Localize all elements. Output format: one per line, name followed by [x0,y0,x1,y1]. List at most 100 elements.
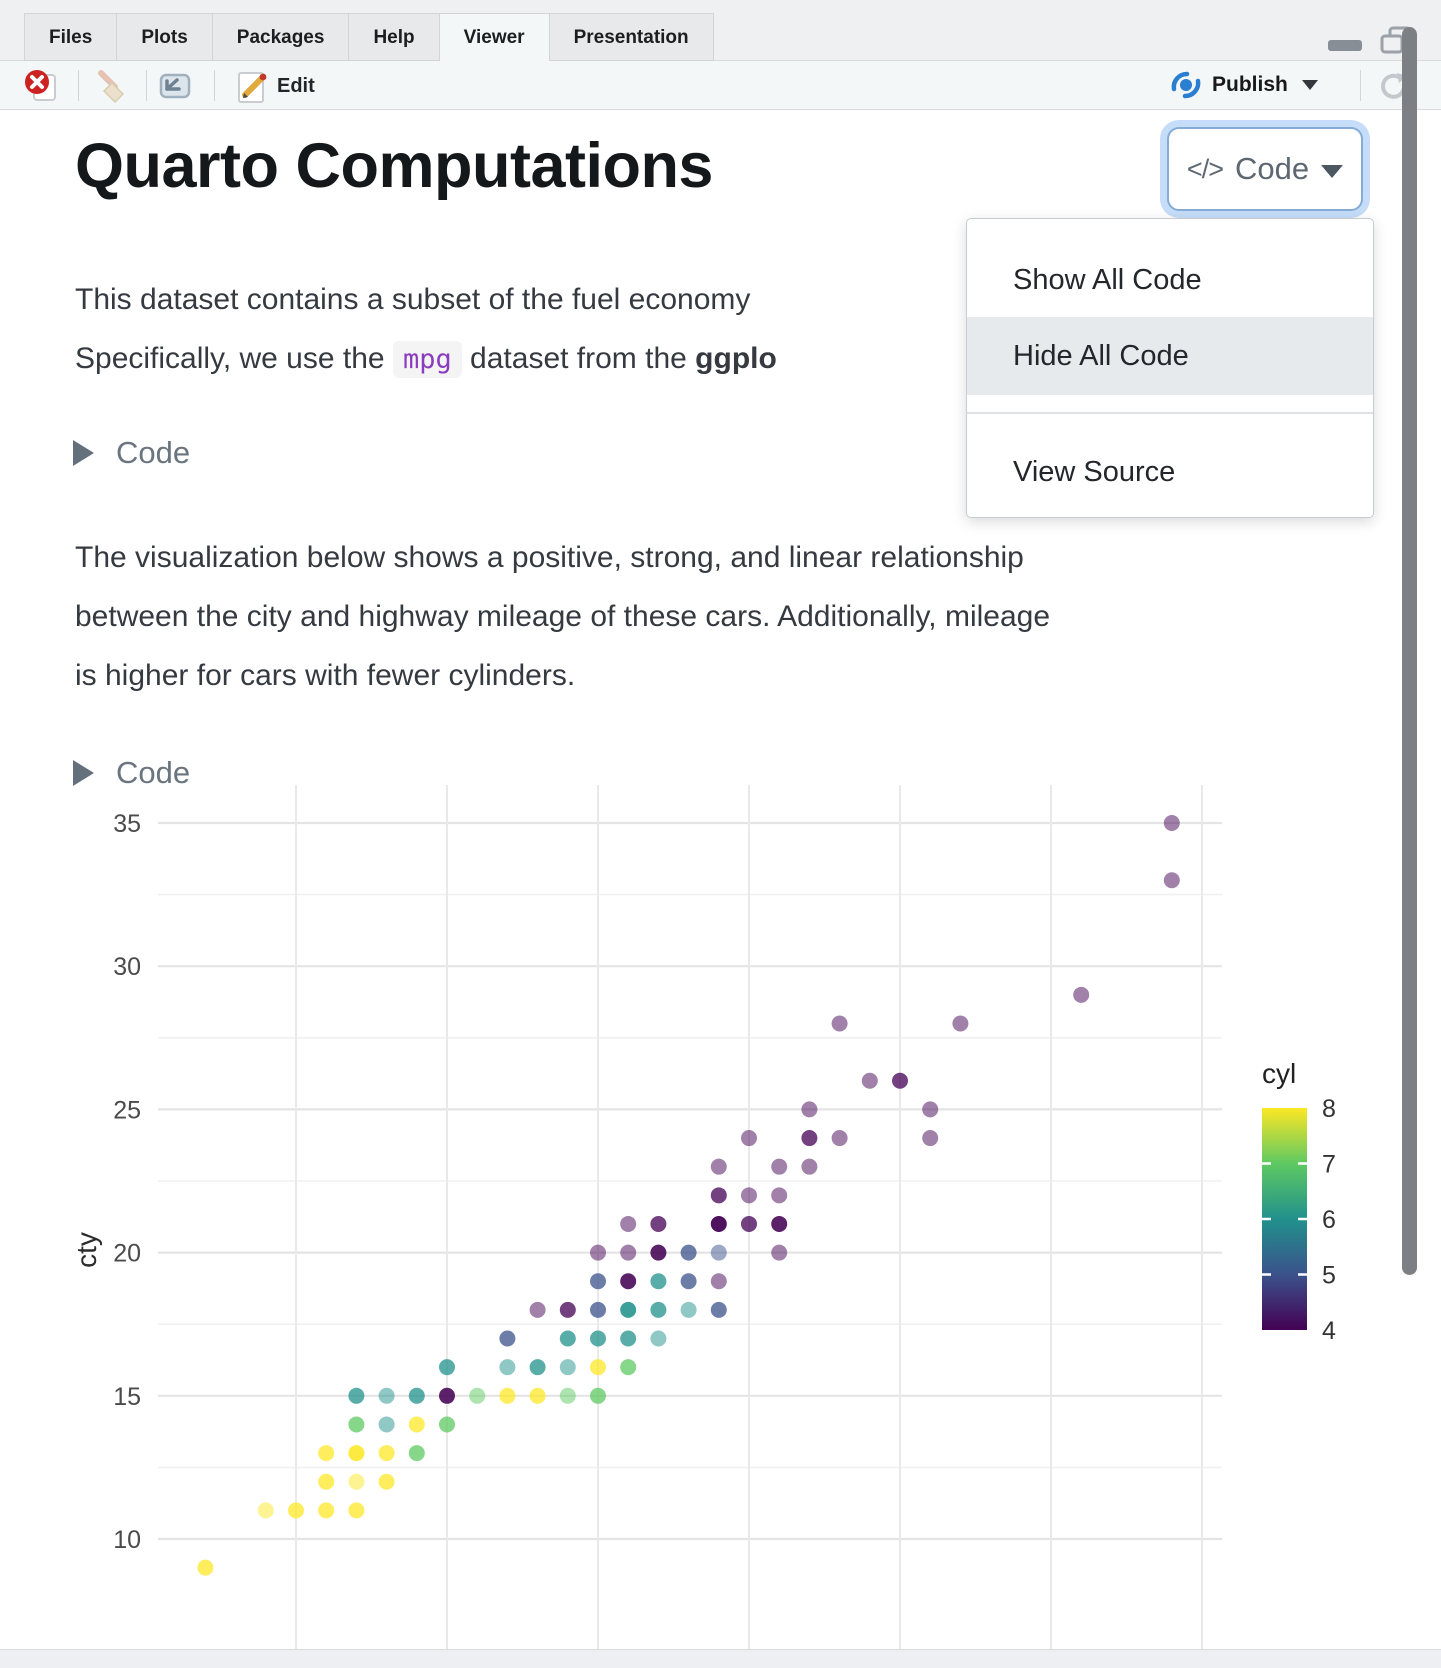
tab-presentation[interactable]: Presentation [548,13,714,61]
edit-button[interactable]: Edit [277,75,315,97]
page-title: Quarto Computations [75,131,713,201]
data-point [469,1387,486,1404]
toolbar-separator [1360,70,1361,101]
data-point [801,1101,818,1118]
data-point [529,1387,546,1404]
tab-packages[interactable]: Packages [211,13,349,61]
data-point [257,1502,274,1519]
toolbar-separator [146,70,147,101]
intro-line2-pre: Specifically, we use the [75,342,393,375]
publish-icon [1171,71,1201,99]
intro-line2-mid: dataset from the [461,342,696,375]
y-tick-label: 15 [113,1383,141,1411]
data-point [620,1273,637,1290]
data-point [650,1301,667,1318]
legend-tick-label: 6 [1322,1206,1336,1234]
code-tools-menu: Show All Code Hide All Code View Source [966,218,1374,518]
data-point [620,1301,637,1318]
y-axis-title: cty [71,1232,102,1268]
data-point [710,1244,727,1261]
code-button-label: Code [1234,151,1310,186]
data-point [590,1244,606,1261]
legend-tick-label: 5 [1322,1262,1336,1290]
data-point [590,1330,606,1347]
y-tick-label: 25 [113,1096,141,1124]
data-point [710,1187,727,1204]
data-point [801,1158,818,1175]
data-point [650,1215,667,1232]
data-point [650,1273,667,1290]
edit-pencil-icon[interactable] [236,69,272,105]
code-tools-button[interactable]: </> Code [1167,127,1363,211]
data-point [620,1359,637,1376]
tab-files[interactable]: Files [24,13,117,61]
viewer-toolbar: Edit Publish [0,61,1441,110]
legend-title: cyl [1262,1058,1296,1089]
data-point [348,1473,365,1490]
data-point [318,1502,335,1519]
tab-help[interactable]: Help [348,13,439,61]
data-point [741,1130,757,1147]
pane-bottom-edge [0,1649,1441,1668]
open-in-new-window-icon[interactable] [155,69,193,103]
data-point [892,1072,908,1089]
publish-label: Publish [1212,73,1288,96]
data-point [318,1445,335,1462]
code-fold-label: Code [116,435,191,470]
data-point [620,1330,637,1347]
data-point [590,1359,606,1376]
data-point [559,1301,576,1318]
data-point [741,1215,757,1232]
data-point [439,1387,455,1404]
toolbar-separator [78,70,79,101]
data-point [348,1502,365,1519]
data-point [197,1559,214,1576]
data-point [559,1359,576,1376]
legend-tick-label: 4 [1322,1317,1336,1345]
data-point [680,1301,697,1318]
tab-viewer[interactable]: Viewer [438,13,549,62]
data-point [680,1244,697,1261]
data-point [529,1301,546,1318]
data-point [378,1387,395,1404]
window-controls [1327,26,1413,54]
menu-item-show-all-code[interactable]: Show All Code [1013,264,1202,296]
data-point [620,1215,637,1232]
data-point [801,1130,818,1147]
publish-button[interactable]: Publish [1170,69,1318,101]
data-point [1163,815,1180,831]
publish-dropdown-caret[interactable] [1301,80,1318,90]
disclosure-triangle-icon [73,760,94,786]
menu-item-hide-all-code[interactable]: Hide All Code [967,317,1373,395]
data-point [771,1187,788,1204]
data-point [378,1445,395,1462]
data-point [408,1416,425,1433]
legend-tick-label: 8 [1322,1095,1336,1123]
menu-item-view-source[interactable]: View Source [1013,456,1176,488]
data-point [861,1072,878,1089]
minimize-icon[interactable] [1327,28,1363,54]
data-point [529,1359,546,1376]
data-point [710,1158,727,1175]
data-point [318,1473,335,1490]
disclosure-triangle-icon [73,440,94,466]
data-point [348,1416,365,1433]
data-point [741,1187,757,1204]
data-point [620,1244,637,1261]
data-point [1163,872,1180,889]
code-fold-2[interactable]: Code [73,755,190,791]
data-point [499,1387,516,1404]
data-point [378,1473,395,1490]
clear-broom-icon[interactable] [93,69,131,105]
data-point [1073,986,1090,1003]
stop-clear-icon[interactable] [24,69,58,103]
tab-plots[interactable]: Plots [116,13,212,61]
vertical-scrollbar-thumb[interactable] [1402,27,1417,1275]
data-point [590,1301,606,1318]
data-point [439,1416,455,1433]
data-point [590,1387,606,1404]
data-point [680,1273,697,1290]
data-point [439,1359,455,1376]
intro-paragraph: This dataset contains a subset of the fu… [75,270,1375,389]
code-fold-1[interactable]: Code [73,435,190,471]
